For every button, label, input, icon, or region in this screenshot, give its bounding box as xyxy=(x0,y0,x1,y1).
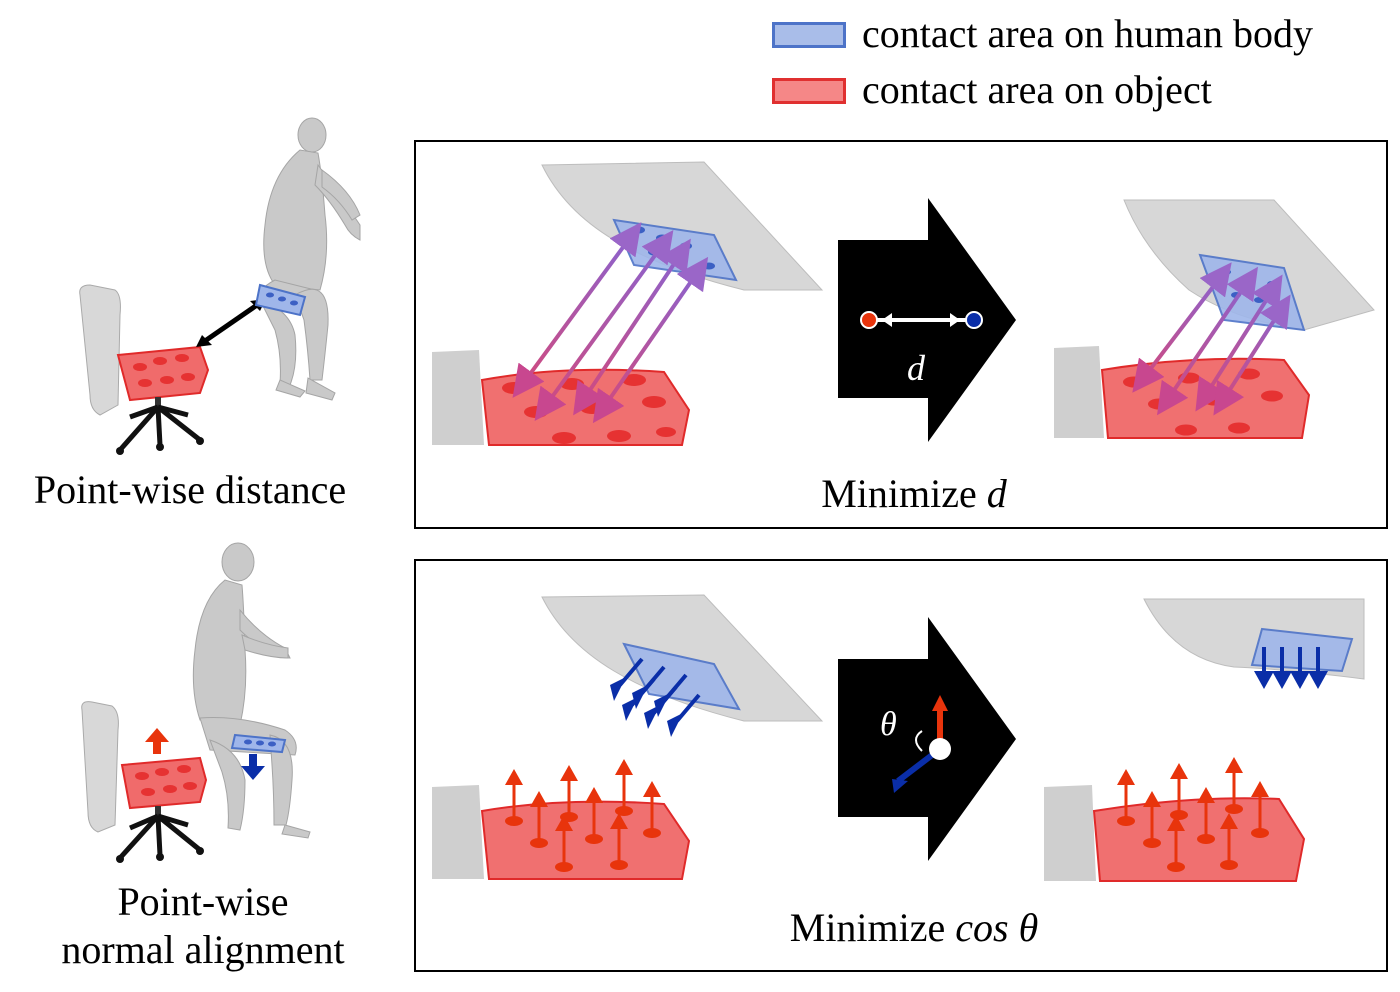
row1-illustration xyxy=(79,117,361,455)
distance-caption-symbol: d xyxy=(986,471,1007,516)
legend-label-object: contact area on object xyxy=(862,67,1212,112)
row2-illustration xyxy=(81,542,311,863)
distance-symbol: d xyxy=(907,348,926,388)
normal-panel-caption: Minimize cos θ xyxy=(414,906,1400,950)
angle-symbol: θ xyxy=(880,706,897,743)
distance-panel-graphics: d xyxy=(432,161,1375,446)
legend-swatch-human xyxy=(772,22,846,48)
distance-caption-prefix: Minimize xyxy=(821,471,987,516)
row1-caption: Point-wise distance xyxy=(0,466,380,514)
normal-caption-prefix: Minimize xyxy=(789,905,956,950)
legend-swatch-object xyxy=(772,78,846,104)
row2-caption-line2: normal alignment xyxy=(61,927,345,972)
row2-caption: Point-wise normal alignment xyxy=(18,878,388,974)
normal-caption-symbol: cos θ xyxy=(955,905,1039,950)
object-contact-area xyxy=(116,345,210,402)
row1-caption-line1: Point-wise distance xyxy=(33,467,347,512)
normal-panel-graphics: θ xyxy=(432,594,1365,882)
distance-panel-caption: Minimize d xyxy=(414,472,1400,516)
legend-label-human: contact area on human body xyxy=(862,11,1313,56)
row2-caption-line1: Point-wise xyxy=(117,879,289,924)
